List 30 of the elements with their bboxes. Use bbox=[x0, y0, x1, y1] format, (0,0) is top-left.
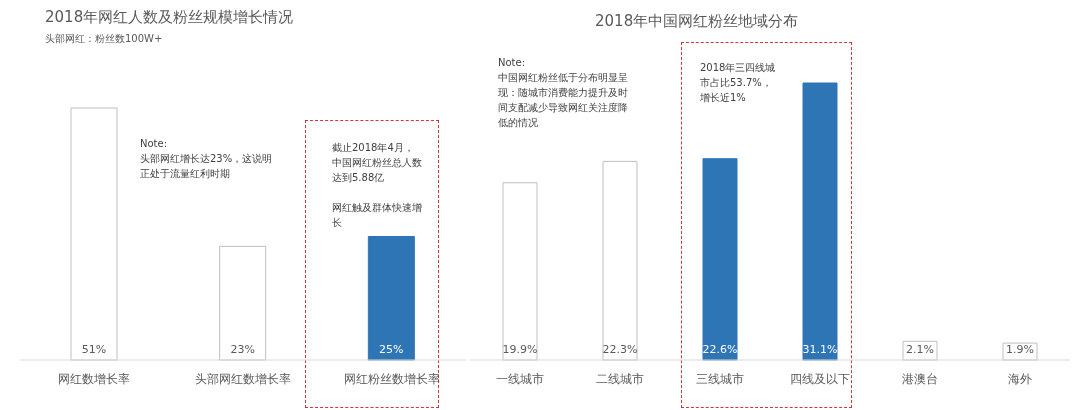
x-tick-label: 港澳台 bbox=[902, 371, 938, 386]
annotation: 2018年三四线城市占比53.7%，增长近1% bbox=[700, 61, 777, 105]
x-tick-label: 一线城市 bbox=[496, 371, 544, 386]
data-label: 51% bbox=[81, 343, 107, 356]
x-tick-label: 四线及以下 bbox=[790, 371, 850, 386]
data-label: 19.9% bbox=[502, 343, 538, 356]
bar bbox=[502, 182, 538, 361]
annotation: 网红触及群体快速增长 bbox=[332, 201, 422, 230]
data-label: 23% bbox=[230, 343, 255, 356]
x-tick-label: 网红数增长率 bbox=[58, 371, 131, 386]
chart-subtitle: 头部网红：粉丝数100W+ bbox=[45, 32, 163, 46]
x-tick-label: 头部网红数增长率 bbox=[195, 371, 291, 386]
bar bbox=[802, 82, 838, 361]
bar bbox=[702, 158, 738, 361]
annotation: Note: 中国网红粉丝低于分布明显呈现：随城市消费能力提升及时间支配减少导致网红关注度降低的情况 bbox=[498, 56, 628, 130]
x-tick-label: 三线城市 bbox=[696, 371, 744, 386]
data-label: 25% bbox=[379, 343, 404, 356]
chart-title: 2018年中国网红粉丝地域分布 bbox=[595, 12, 799, 31]
chart-title: 2018年网红人数及粉丝规模增长情况 bbox=[45, 8, 294, 27]
annotation: Note: 头部网红增长达23%，这说明正处于流量红利时期 bbox=[140, 137, 274, 181]
data-label: 1.9% bbox=[1006, 343, 1034, 356]
x-tick-label: 海外 bbox=[1008, 371, 1032, 386]
x-tick-label: 二线城市 bbox=[596, 371, 644, 386]
data-label: 31.1% bbox=[802, 343, 838, 356]
data-label: 22.3% bbox=[602, 343, 638, 356]
data-label: 2.1% bbox=[906, 343, 934, 356]
bar bbox=[602, 160, 638, 361]
data-label: 22.6% bbox=[702, 343, 738, 356]
x-tick-label: 网红粉丝数增长率 bbox=[343, 371, 440, 386]
annotation: 截止2018年4月，中国网红粉丝总人数达到5.88亿 bbox=[332, 141, 422, 185]
